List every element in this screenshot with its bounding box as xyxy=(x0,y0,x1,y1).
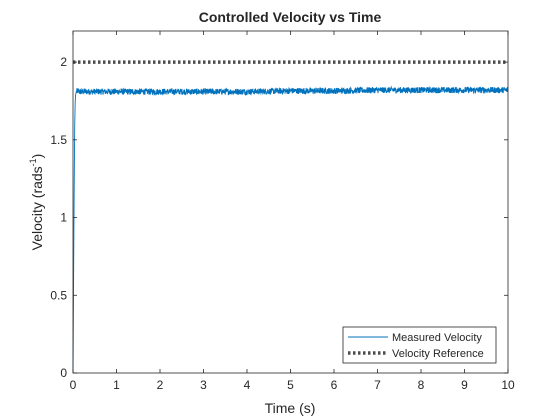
y-axis-label-main: Velocity (rads xyxy=(29,166,45,250)
y-tick-label: 2 xyxy=(60,55,67,69)
x-tick-label: 7 xyxy=(374,378,381,392)
series-layer xyxy=(72,60,509,374)
legend-label-reference: Velocity Reference xyxy=(392,348,484,360)
x-tick-label: 2 xyxy=(157,378,164,392)
y-tick-label: 1 xyxy=(60,211,67,225)
legend-label-measured: Measured Velocity xyxy=(392,332,482,344)
x-tick-label: 10 xyxy=(501,378,515,392)
x-tick-label: 3 xyxy=(200,378,207,392)
chart-title: Controlled Velocity vs Time xyxy=(199,9,382,25)
x-axis-label: Time (s) xyxy=(265,400,316,416)
legend-box xyxy=(342,326,497,364)
x-tick-label: 0 xyxy=(70,378,77,392)
y-tick-label: 0 xyxy=(60,366,67,380)
plot-area xyxy=(73,31,508,373)
x-tick-label: 5 xyxy=(287,378,294,392)
x-tick-label: 4 xyxy=(244,378,251,392)
legend: Measured Velocity Velocity Reference xyxy=(342,326,497,364)
x-tick-label: 9 xyxy=(461,378,468,392)
x-tick-label: 1 xyxy=(113,378,120,392)
y-axis-label: Velocity (rads-1) xyxy=(28,154,45,251)
x-tick-label: 6 xyxy=(331,378,338,392)
y-tick-label: 0.5 xyxy=(50,288,67,302)
y-axis-label-superscript: -1 xyxy=(28,158,38,166)
y-axis-label-close: ) xyxy=(29,154,45,159)
x-tick-label: 8 xyxy=(418,378,425,392)
x-axis-ticks: 0 1 2 3 4 5 6 7 8 9 10 xyxy=(70,31,515,392)
series-measured-velocity xyxy=(72,85,509,374)
y-axis-ticks: 0 0.5 1 1.5 2 xyxy=(50,55,508,380)
y-tick-label: 1.5 xyxy=(50,133,67,147)
